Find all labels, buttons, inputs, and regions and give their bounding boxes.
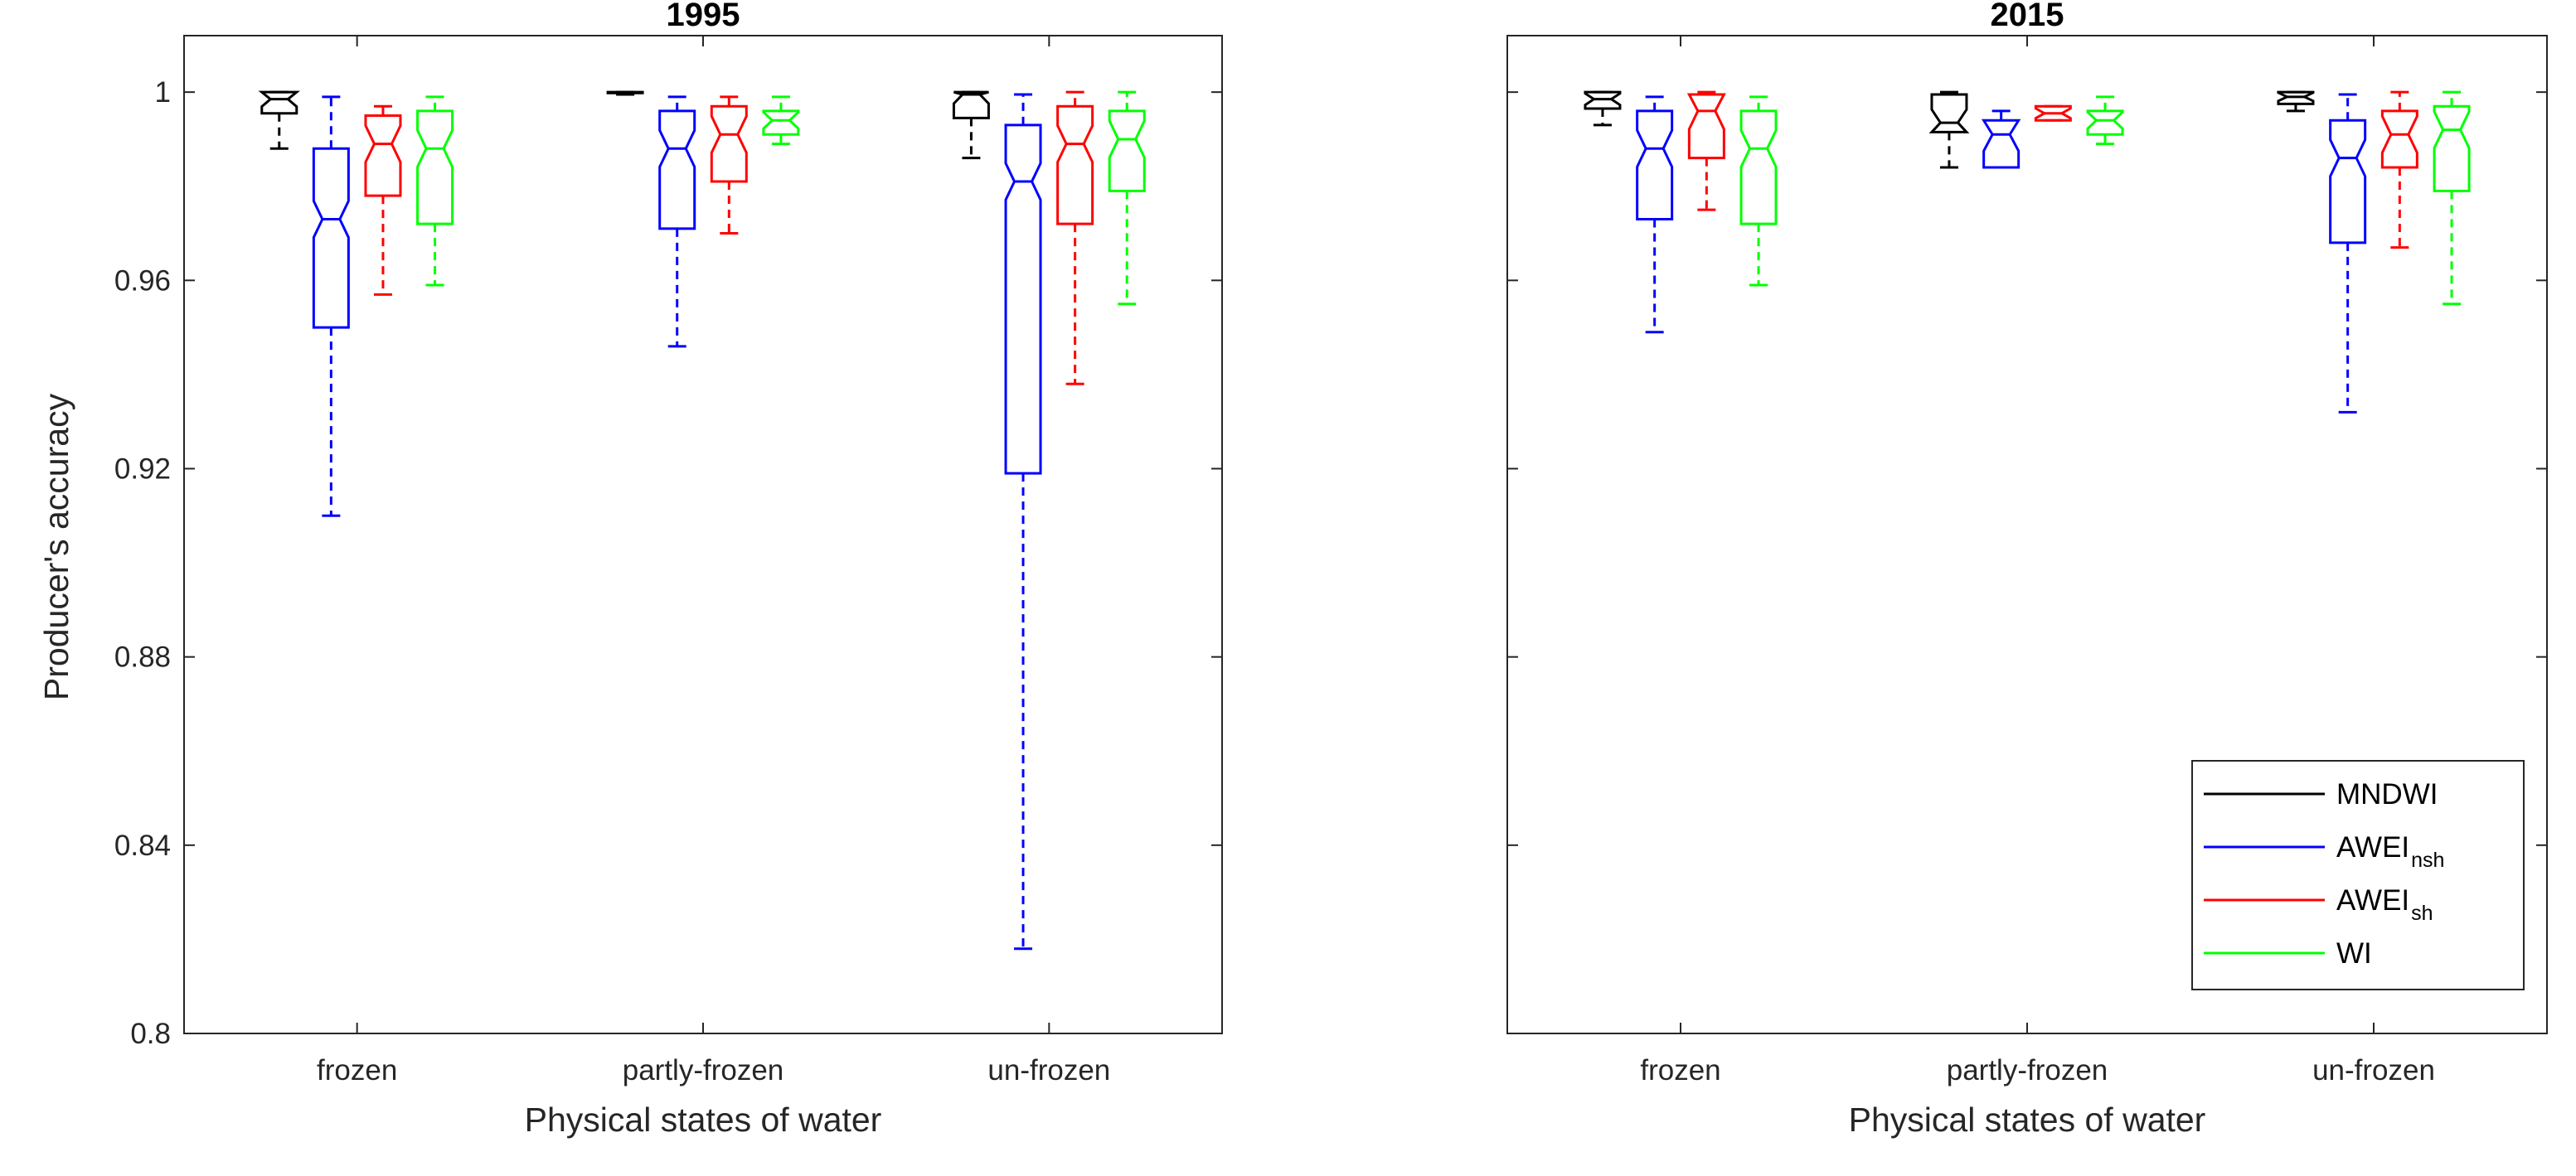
box-body: [1928, 93, 1970, 133]
box-body: [606, 90, 644, 94]
box-body: [1686, 93, 1726, 160]
box-AWEI_sh-un-frozen: [2380, 90, 2418, 249]
box-MNDWI-partly-frozen: [606, 90, 644, 96]
box-body: [952, 90, 990, 119]
box-body: [710, 104, 748, 183]
box-body: [258, 90, 300, 115]
x-tick-label-partly-frozen: partly-frozen: [1947, 1054, 2108, 1086]
y-tick-label: 1: [155, 76, 171, 109]
box-AWEI_sh-frozen: [364, 104, 402, 296]
box-MNDWI-un-frozen: [2277, 90, 2315, 113]
box-AWEI_nsh-frozen: [312, 95, 350, 517]
box-AWEI_nsh-frozen: [1636, 95, 1674, 334]
box-body: [2329, 119, 2367, 244]
box-body: [1584, 90, 1622, 110]
box-AWEI_sh-partly-frozen: [710, 95, 748, 235]
x-axis-label: Physical states of water: [525, 1101, 882, 1139]
axes-frame: [183, 35, 1223, 1034]
box-AWEI_nsh-un-frozen: [2329, 93, 2367, 414]
y-tick-label: 0.88: [114, 641, 171, 674]
legend-subscript: nsh: [2411, 849, 2444, 872]
legend-label: AWEI: [2336, 884, 2409, 917]
panel-2015: 2015 frozen partly-frozen un-frozen Physical…: [1506, 0, 2548, 1139]
legend-subscript: sh: [2411, 902, 2433, 925]
box-WI-frozen: [1739, 95, 1778, 287]
legend-entry-MNDWI: MNDWI: [2204, 778, 2438, 811]
box-body: [1108, 109, 1146, 192]
legend-entry-WI: WI: [2204, 937, 2372, 970]
y-tick-label: 0.8: [130, 1018, 171, 1050]
box-body: [364, 114, 402, 197]
legend-label: WI: [2336, 937, 2372, 970]
x-tick-label-partly-frozen: partly-frozen: [623, 1054, 784, 1086]
box-body: [1056, 104, 1094, 225]
box-AWEI_nsh-partly-frozen: [1981, 109, 2021, 169]
box-AWEI_nsh-partly-frozen: [658, 95, 696, 348]
box-body: [2380, 109, 2418, 169]
box-WI-partly-frozen: [2086, 95, 2124, 146]
box-body: [1739, 109, 1778, 225]
x-tick-label-un-frozen: un-frozen: [987, 1054, 1110, 1086]
box-WI-un-frozen: [1108, 90, 1146, 306]
box-WI-un-frozen: [2433, 90, 2471, 306]
box-AWEI_nsh-un-frozen: [1004, 93, 1042, 951]
box-body: [658, 109, 696, 230]
box-body: [2086, 109, 2124, 136]
x-axis-label: Physical states of water: [1849, 1101, 2206, 1139]
box-body: [1004, 123, 1042, 475]
box-body: [416, 109, 454, 225]
chart-title: 1995: [667, 0, 740, 33]
box-AWEI_sh-un-frozen: [1056, 90, 1094, 385]
y-tick-label: 0.96: [114, 264, 171, 297]
x-tick-label-frozen: frozen: [1640, 1054, 1720, 1086]
box-AWEI_sh-frozen: [1686, 90, 1726, 211]
box-MNDWI-partly-frozen: [1928, 90, 1970, 169]
box-MNDWI-un-frozen: [952, 90, 990, 160]
box-body: [312, 147, 350, 329]
legend-entry-AWEI-nsh: AWEI nsh: [2204, 831, 2444, 872]
legend-label: AWEI: [2336, 831, 2409, 864]
box-body: [762, 109, 800, 136]
box-body: [2034, 104, 2072, 122]
x-tick-label-frozen: frozen: [317, 1054, 397, 1086]
box-body: [2277, 90, 2315, 105]
box-MNDWI-frozen: [258, 90, 300, 150]
box-body: [1981, 119, 2021, 169]
legend-entry-AWEI-sh: AWEI sh: [2204, 884, 2433, 925]
chart-title: 2015: [1991, 0, 2064, 33]
legend-label: MNDWI: [2336, 778, 2438, 811]
box-AWEI_sh-partly-frozen: [2034, 104, 2072, 122]
box-WI-partly-frozen: [762, 95, 800, 146]
panel-1995: 1995 0.8 0.84 0.88 0.92 0.96 1 frozen partly-fro…: [114, 0, 1223, 1139]
y-axis-label: Producer's accuracy: [37, 393, 75, 700]
x-tick-label-un-frozen: un-frozen: [2312, 1054, 2435, 1086]
box-body: [2433, 104, 2471, 192]
y-tick-label: 0.92: [114, 452, 171, 485]
box-MNDWI-frozen: [1584, 90, 1622, 127]
legend-box: [2191, 760, 2525, 990]
y-tick-label: 0.84: [114, 830, 171, 862]
box-WI-frozen: [416, 95, 454, 287]
box-body: [1636, 109, 1674, 220]
